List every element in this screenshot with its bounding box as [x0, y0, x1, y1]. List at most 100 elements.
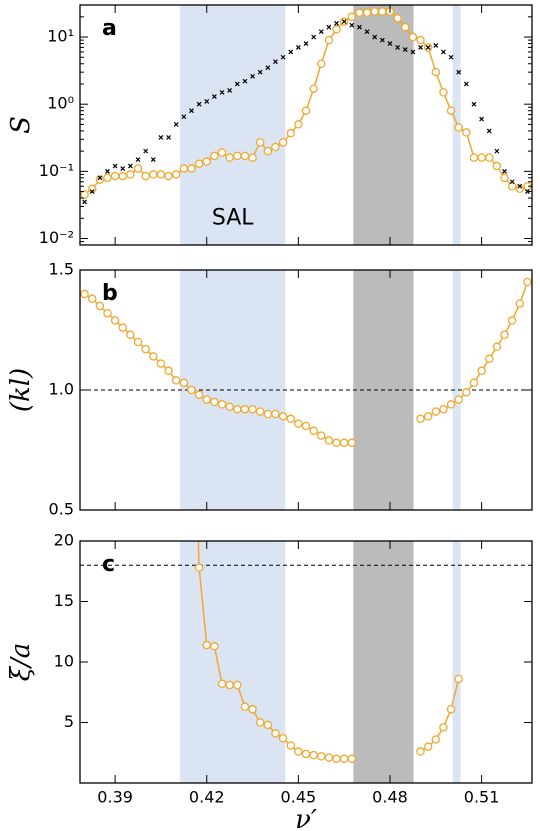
marker: [120, 166, 126, 171]
marker: [324, 436, 334, 445]
marker: [347, 754, 357, 764]
marker: [408, 32, 418, 42]
marker: [196, 101, 202, 107]
marker: [515, 184, 525, 194]
marker: [127, 163, 133, 169]
shaded-region: [452, 270, 461, 510]
marker: [149, 170, 158, 179]
marker: [509, 179, 515, 185]
marker: [324, 753, 334, 762]
marker: [271, 409, 280, 419]
marker: [278, 138, 288, 147]
marker: [156, 170, 166, 179]
marker: [477, 153, 486, 162]
marker: [446, 106, 456, 115]
marker: [158, 134, 164, 140]
marker: [110, 171, 120, 181]
marker: [294, 120, 303, 129]
marker: [233, 151, 242, 161]
marker: [166, 134, 171, 140]
marker: [118, 171, 128, 181]
marker: [456, 69, 462, 75]
marker: [484, 153, 494, 162]
marker: [294, 747, 303, 756]
marker: [469, 378, 479, 388]
marker: [126, 330, 135, 340]
marker: [402, 47, 408, 53]
marker: [97, 175, 103, 181]
marker: [357, 24, 362, 30]
marker: [410, 49, 416, 55]
marker: [370, 7, 379, 16]
marker: [324, 35, 334, 45]
marker: [95, 175, 105, 184]
marker: [524, 189, 530, 194]
x-tick-label: 0.42: [189, 788, 225, 807]
marker: [255, 407, 265, 416]
marker: [433, 43, 439, 48]
marker: [301, 106, 311, 115]
y-tick-label: 0.5: [49, 500, 74, 519]
axes-frame: [79, 540, 533, 784]
marker: [179, 164, 189, 173]
marker: [225, 402, 234, 412]
marker: [416, 414, 425, 424]
marker: [446, 400, 456, 409]
marker: [133, 164, 143, 173]
marker: [347, 438, 357, 448]
marker: [164, 171, 173, 181]
x-tick-label: 0.48: [372, 788, 408, 807]
marker: [517, 183, 523, 189]
marker: [309, 84, 318, 93]
marker: [271, 142, 280, 152]
marker: [334, 20, 339, 26]
marker: [355, 8, 364, 17]
marker: [271, 729, 280, 738]
marker: [242, 78, 248, 84]
marker: [332, 754, 341, 764]
x-tick-label: 0.45: [281, 788, 317, 807]
marker: [423, 412, 433, 421]
marker: [446, 704, 456, 714]
marker: [431, 735, 441, 744]
marker: [150, 157, 156, 162]
marker: [149, 352, 158, 361]
marker: [318, 29, 324, 35]
marker: [265, 65, 271, 71]
panel-label: c: [102, 552, 115, 577]
marker: [425, 45, 431, 50]
panel-label: b: [102, 281, 118, 306]
y-axis-label: S: [6, 116, 36, 134]
y-tick-label: 10⁰: [47, 94, 74, 113]
marker: [255, 718, 265, 727]
marker: [95, 301, 105, 311]
marker: [401, 22, 410, 32]
panel-label: a: [102, 16, 117, 41]
marker: [393, 14, 402, 23]
marker: [372, 34, 378, 40]
series-line: [84, 281, 529, 444]
marker: [278, 412, 288, 421]
x-tick-label: 0.39: [97, 788, 133, 807]
marker: [309, 750, 318, 760]
marker: [502, 168, 507, 174]
marker: [294, 419, 303, 428]
y-tick-label: 10: [54, 652, 74, 671]
y-tick-label: 10¹: [47, 27, 74, 46]
marker: [105, 168, 110, 174]
marker: [479, 116, 485, 122]
marker: [234, 81, 240, 87]
marker: [257, 69, 263, 75]
marker: [82, 199, 88, 205]
marker: [311, 34, 317, 40]
marker: [439, 88, 448, 97]
marker: [210, 397, 219, 407]
marker: [248, 704, 257, 714]
marker: [303, 41, 309, 46]
x-axis-label: ν′: [295, 805, 317, 831]
marker: [339, 438, 349, 448]
shaded-region: [353, 5, 414, 245]
marker: [507, 316, 517, 325]
y-tick-label: 15: [54, 591, 74, 610]
marker: [301, 421, 311, 431]
